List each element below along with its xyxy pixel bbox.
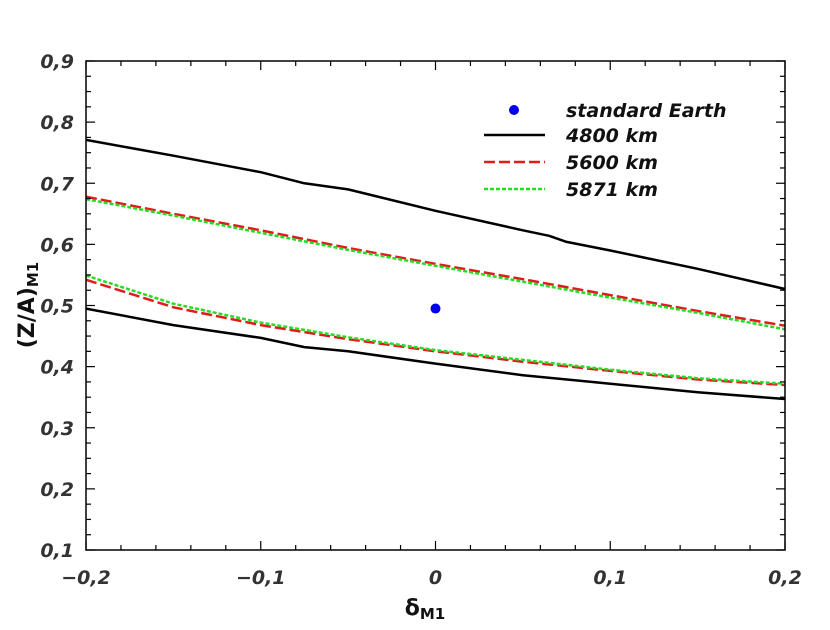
legend-label-5871-km: 5871 km (566, 179, 658, 201)
plot-frame (85, 60, 786, 551)
legend-label-standard-earth: standard Earth (566, 100, 727, 122)
y-tick-label: 0,4 (40, 357, 74, 379)
x-tick-label: 0 (429, 567, 442, 589)
y-tick-label: 0,9 (40, 51, 74, 73)
legend: standard Earth 4800 km 5600 km 5871 km (484, 100, 727, 201)
standard-earth-point (430, 303, 441, 314)
x-tick-label: 0,2 (768, 567, 802, 589)
ticks-layer: −0,2 −0,1 0 0,1 0,2 0,1 0,2 0,3 0,4 0,5 0,6 0,7 0,8 0… (40, 51, 802, 589)
x-axis-label: δM1 (405, 596, 446, 623)
x-axis-label-sub: M1 (420, 605, 445, 623)
y-axis-label-sub: M1 (24, 262, 42, 287)
series-4800-km-upper-line (85, 138, 786, 291)
legend-marker-standard-earth (509, 105, 519, 115)
y-tick-label: 0,7 (40, 173, 74, 195)
y-tick-label: 0,1 (40, 540, 74, 562)
series-5871-km-upper-line (85, 197, 786, 331)
x-axis-label-main: δ (405, 596, 420, 621)
y-tick-label: 0,8 (40, 112, 74, 134)
y-tick-label: 0,5 (40, 296, 74, 318)
series-5600-km-upper-line (85, 195, 786, 327)
series-5600-km-lower-line (85, 278, 786, 387)
legend-label-4800-km: 4800 km (565, 125, 658, 147)
x-tick-label: −0,2 (61, 567, 111, 589)
y-tick-label: 0,6 (40, 234, 74, 256)
y-tick-label: 0,3 (40, 418, 74, 440)
series-4800-km-lower-line (85, 307, 786, 401)
legend-label-5600-km: 5600 km (566, 152, 658, 174)
series-layer (85, 138, 786, 401)
y-tick-label: 0,2 (40, 479, 74, 501)
x-tick-label: −0,1 (236, 567, 286, 589)
series-5871-km-lower-line (85, 274, 786, 385)
x-tick-label: 0,1 (593, 567, 627, 589)
y-axis-label-main: (Z/A) (15, 287, 40, 348)
y-axis-label: (Z/A)M1 (15, 262, 42, 349)
